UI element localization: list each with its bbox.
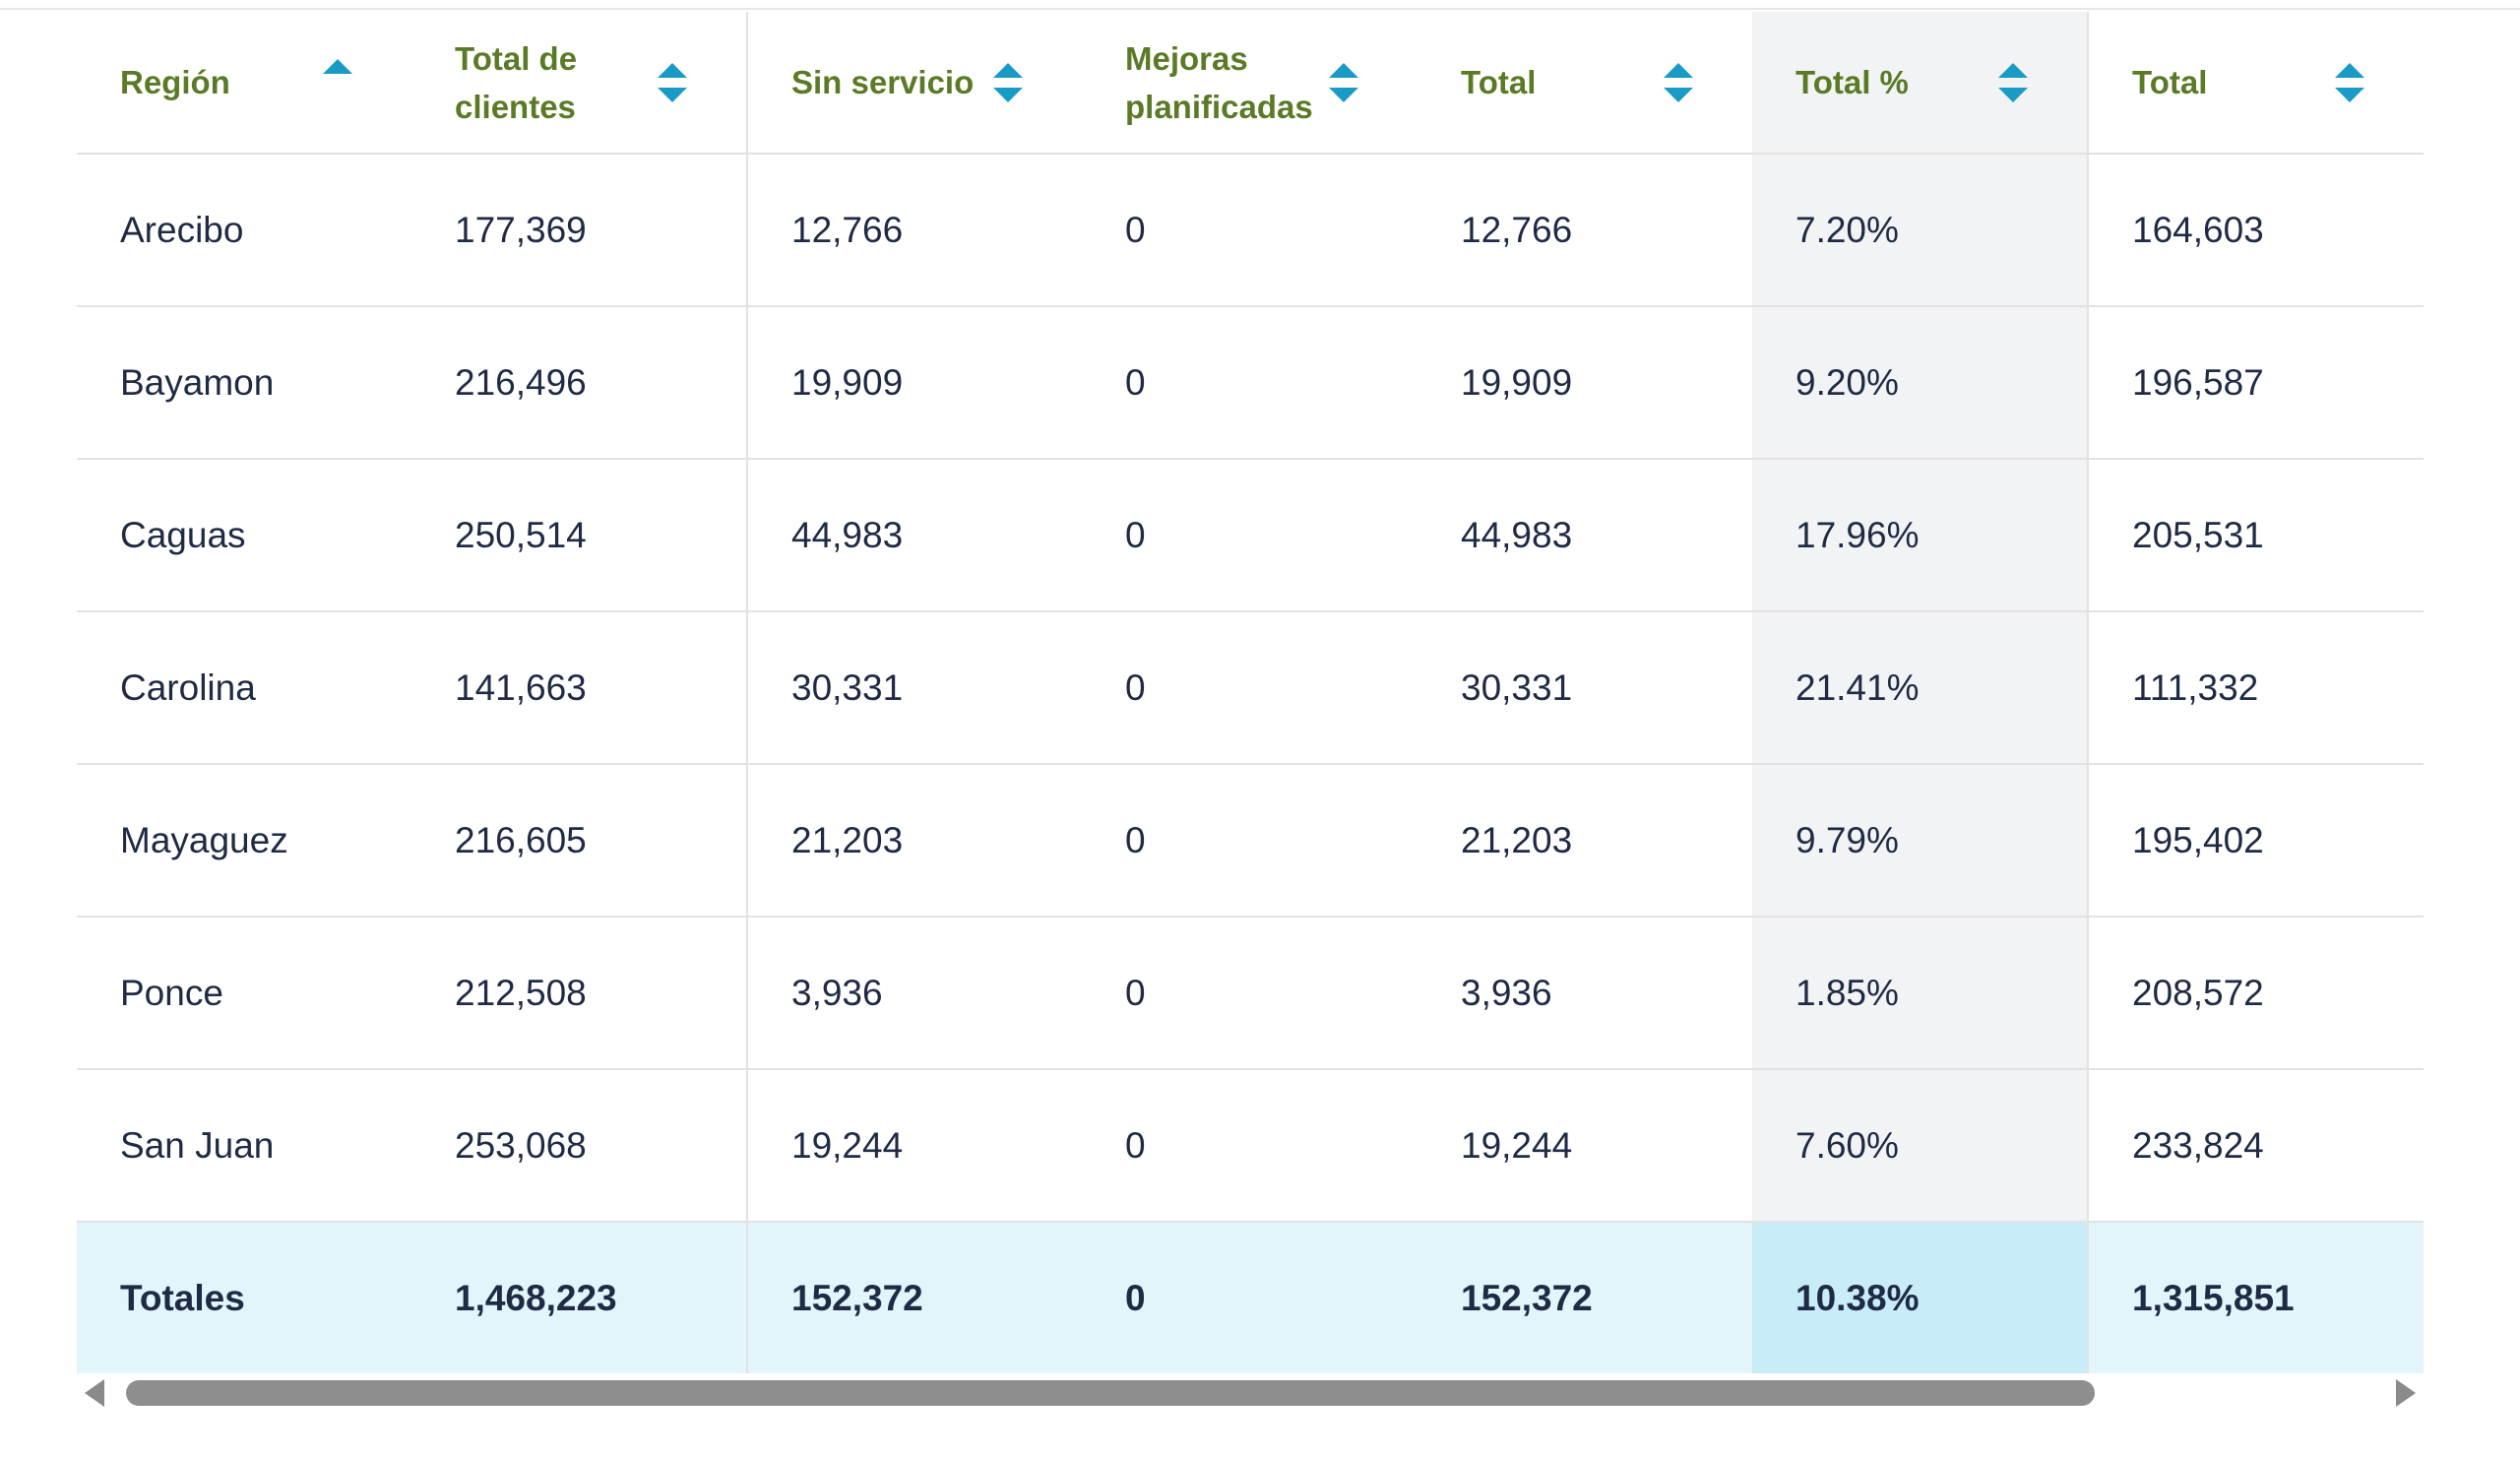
table-row: Caguas 250,514 44,983 0 44,983 17.96% 205,531	[77, 459, 2424, 612]
column-header[interactable]: Total %	[1752, 12, 2088, 155]
table-cell: 216,605	[411, 764, 747, 918]
totals-row: Totales 1,468,223 152,372 0 152,372 10.38% 1,3…	[77, 1222, 2424, 1373]
table-cell: 0	[1082, 154, 1418, 307]
table-cell: 44,983	[746, 459, 1082, 612]
table-cell: 1,468,223	[411, 1222, 747, 1373]
table-cell: 250,514	[411, 459, 747, 612]
table-cell: 205,531	[2087, 459, 2424, 612]
region-cell: Ponce	[77, 917, 411, 1070]
table-cell: 0	[1082, 1069, 1418, 1223]
table-cell: 253,068	[411, 1069, 747, 1223]
column-header-label: Total de clientes	[455, 39, 578, 125]
table-row: Bayamon 216,496 19,909 0 19,909 9.20% 196,587	[77, 306, 2424, 460]
table-cell: 0	[1082, 917, 1418, 1070]
table-cell: 9.79%	[1752, 764, 2088, 918]
table-cell: 0	[1082, 459, 1418, 612]
table-cell: 1.85%	[1752, 917, 2088, 1070]
table-cell: 12,766	[746, 154, 1082, 307]
column-header-label: Región	[120, 64, 230, 100]
table-cell: 9.20%	[1752, 306, 2088, 460]
table-cell: 195,402	[2087, 764, 2424, 918]
table-cell: 152,372	[1418, 1222, 1752, 1373]
table-cell: 7.60%	[1752, 1069, 2088, 1223]
table-row: Carolina 141,663 30,331 0 30,331 21.41% 111,33…	[77, 611, 2424, 765]
table-cell: 30,331	[746, 611, 1082, 765]
table-cell: 30,331	[1418, 611, 1752, 765]
column-header-label: Total %	[1796, 64, 1909, 100]
table-row: Ponce 212,508 3,936 0 3,936 1.85% 208,572	[77, 917, 2424, 1070]
region-cell: Caguas	[77, 459, 411, 612]
column-header-label: Mejoras planificadas	[1125, 39, 1313, 125]
table-cell: 0	[1082, 306, 1418, 460]
sort-arrows-icon[interactable]	[1327, 61, 1360, 104]
table-cell: 19,909	[746, 306, 1082, 460]
sort-asc-icon[interactable]	[321, 57, 354, 77]
top-divider	[0, 8, 2520, 10]
table-cell: 7.20%	[1752, 154, 2088, 307]
table-cell: 21,203	[746, 764, 1082, 918]
sort-arrows-icon[interactable]	[2333, 61, 2366, 104]
totals-label: Totales	[77, 1222, 411, 1373]
table-cell: 208,572	[2087, 917, 2424, 1070]
scroll-right-icon[interactable]	[2396, 1379, 2416, 1407]
table-cell: 196,587	[2087, 306, 2424, 460]
table-cell: 111,332	[2087, 611, 2424, 765]
region-cell: San Juan	[77, 1069, 411, 1223]
table-row: San Juan 253,068 19,244 0 19,244 7.60% 233,824	[77, 1069, 2424, 1223]
table-header-row: Región Total de clientes Sin servicio Mejor…	[77, 12, 2424, 155]
region-cell: Mayaguez	[77, 764, 411, 918]
table-cell: 10.38%	[1752, 1222, 2088, 1373]
sort-arrows-icon[interactable]	[1662, 61, 1695, 104]
table-cell: 152,372	[746, 1222, 1082, 1373]
table-cell: 0	[1082, 764, 1418, 918]
table-cell: 141,663	[411, 611, 747, 765]
table-cell: 233,824	[2087, 1069, 2424, 1223]
column-header-label: Sin servicio	[791, 64, 975, 100]
column-header[interactable]: Región	[77, 12, 411, 155]
sort-arrows-icon[interactable]	[991, 61, 1025, 104]
table-cell: 1,315,851	[2087, 1222, 2424, 1373]
table-cell: 19,909	[1418, 306, 1752, 460]
scrollbar-thumb[interactable]	[126, 1380, 2095, 1406]
outage-table: Región Total de clientes Sin servicio Mejor…	[77, 12, 2424, 1373]
table-cell: 0	[1082, 611, 1418, 765]
region-cell: Arecibo	[77, 154, 411, 307]
table-cell: 177,369	[411, 154, 747, 307]
column-header[interactable]: Total	[1418, 12, 1752, 155]
table-row: Mayaguez 216,605 21,203 0 21,203 9.79% 195,402	[77, 764, 2424, 918]
sort-arrows-icon[interactable]	[1996, 61, 2030, 104]
table-cell: 17.96%	[1752, 459, 2088, 612]
column-header-label: Total	[2132, 64, 2208, 100]
table-cell: 44,983	[1418, 459, 1752, 612]
region-cell: Bayamon	[77, 306, 411, 460]
column-header[interactable]: Total de clientes	[411, 12, 747, 155]
table-cell: 21.41%	[1752, 611, 2088, 765]
table-row: Arecibo 177,369 12,766 0 12,766 7.20% 164,603	[77, 154, 2424, 307]
column-header[interactable]: Total	[2087, 12, 2424, 155]
column-header-label: Total	[1461, 64, 1537, 100]
data-table-container: Región Total de clientes Sin servicio Mejor…	[77, 12, 2424, 1373]
region-cell: Carolina	[77, 611, 411, 765]
sort-arrows-icon[interactable]	[656, 61, 689, 104]
table-cell: 19,244	[746, 1069, 1082, 1223]
table-cell: 21,203	[1418, 764, 1752, 918]
table-cell: 216,496	[411, 306, 747, 460]
horizontal-scrollbar[interactable]	[77, 1371, 2424, 1415]
table-cell: 3,936	[746, 917, 1082, 1070]
table-cell: 12,766	[1418, 154, 1752, 307]
table-cell: 3,936	[1418, 917, 1752, 1070]
table-cell: 0	[1082, 1222, 1418, 1373]
scroll-left-icon[interactable]	[85, 1379, 104, 1407]
table-cell: 212,508	[411, 917, 747, 1070]
table-body: Arecibo 177,369 12,766 0 12,766 7.20% 164,603 B…	[77, 154, 2424, 1373]
column-header[interactable]: Sin servicio	[746, 12, 1082, 155]
column-header[interactable]: Mejoras planificadas	[1082, 12, 1418, 155]
table-cell: 164,603	[2087, 154, 2424, 307]
table-cell: 19,244	[1418, 1069, 1752, 1223]
